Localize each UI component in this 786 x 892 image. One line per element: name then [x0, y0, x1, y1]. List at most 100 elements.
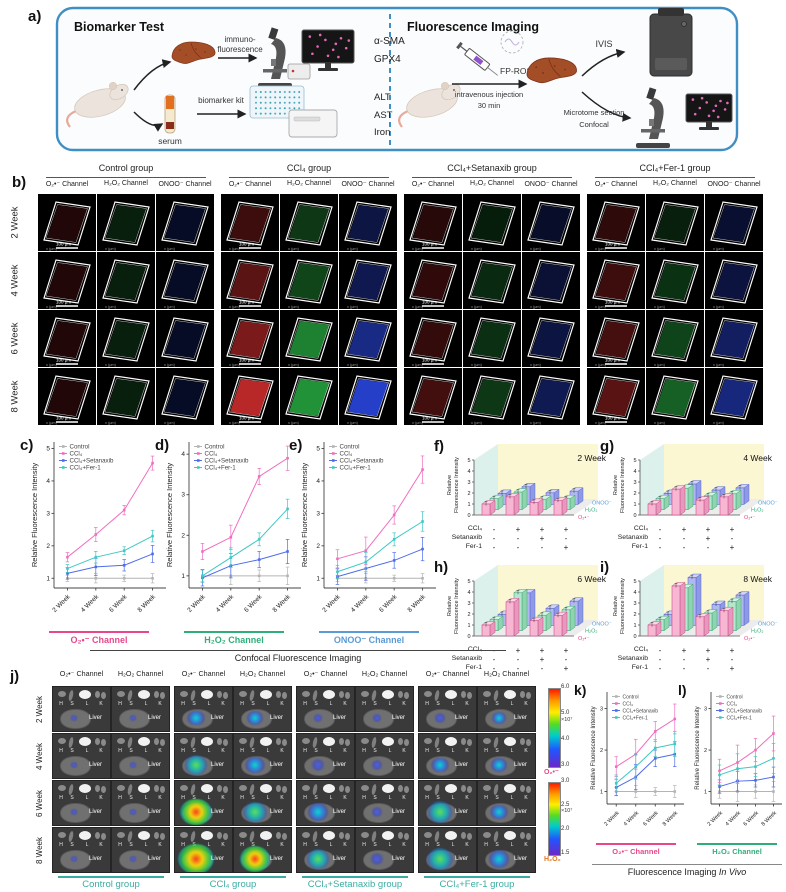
organ-letter: H: [362, 748, 366, 754]
confocal-frame-inner: [594, 204, 637, 243]
organ-letter: L: [85, 701, 89, 707]
y-tick-label: 1: [633, 502, 636, 508]
data-marker: [286, 550, 289, 553]
sign-value: -: [516, 664, 520, 673]
liver-dot: [553, 65, 556, 67]
confocal-frame: [409, 201, 457, 246]
organ-letter: H: [425, 795, 429, 801]
colorbar-exponent: ×10⁷: [561, 717, 573, 723]
organ-letter: K: [465, 701, 469, 707]
scale-bar-label: 100 μm: [605, 358, 620, 363]
week-label-j-2: 6 Week: [28, 780, 50, 826]
confocal-frame: [651, 375, 699, 420]
organ-letter: K: [402, 842, 406, 848]
ivis-image-cell: H S L K Liver: [52, 733, 111, 779]
colorbar-tick: 2.5: [561, 802, 570, 808]
sign-value: +: [705, 534, 711, 543]
x-tick-label: 8 Week: [662, 810, 680, 828]
confocal-signal: [472, 263, 513, 300]
organ-letter: S: [251, 795, 255, 801]
organ-letter: L: [388, 701, 392, 707]
channel-header-j: O₂•⁻ Channel: [59, 669, 104, 678]
organ-letter: H: [240, 842, 244, 848]
scale-bar-label: 100 μm: [422, 300, 437, 305]
confocal-frame-inner: [163, 378, 206, 417]
confocal-frame-inner: [594, 378, 637, 417]
liver-label: Liver: [333, 809, 347, 815]
data-marker: [122, 576, 126, 580]
organ-kidney: [461, 691, 466, 698]
organ-spleen: [248, 736, 256, 749]
scale-bar-label: 100 μm: [56, 416, 71, 421]
liver-label: Liver: [148, 715, 162, 721]
organ-kidney: [339, 832, 344, 839]
organ-letter: L: [451, 842, 455, 848]
organ-lung: [323, 737, 335, 746]
sign-row-label: Fer-1: [465, 543, 482, 550]
ivis-heat-blob: [180, 798, 212, 825]
confocal-frame-inner: [470, 204, 513, 243]
panel-letter-a: a): [28, 8, 42, 25]
confocal-image-cell: x (μm)100 μm: [221, 194, 279, 251]
organ-heart: [180, 691, 188, 697]
depth-axis-label: ONOO⁻: [592, 500, 612, 506]
data-marker: [94, 576, 98, 580]
scale-bar-label: 100 μm: [605, 300, 620, 305]
sign-matrix-i: CCl₄ - + + + Setanaxib - - + - Fer-1- - - +: [610, 646, 786, 674]
confocal-frame: [592, 201, 640, 246]
confocal-frame: [468, 317, 516, 362]
confocal-frame-inner: [104, 378, 147, 417]
data-marker: [122, 549, 126, 552]
legend-marker: [332, 466, 335, 469]
organ-lung: [79, 690, 91, 699]
ivis-image-cell: H S L K Liver: [174, 733, 233, 779]
organ-letter: S: [373, 748, 377, 754]
legend-label: CCl₄: [623, 702, 633, 708]
sign-matrix-f: CCl₄ - + + + Setanaxib - - + - Fer-1- - - +: [444, 525, 620, 553]
fluorescence-dot: [712, 109, 715, 113]
bar-side: [569, 605, 576, 632]
sign-value: +: [729, 543, 735, 552]
sign-row-label: CCl₄: [467, 525, 482, 532]
line-chart-d: 1 2 3 4 2 Week 4 Week 6 Week 8 Week Relative Flu…: [165, 442, 301, 614]
data-marker: [336, 557, 339, 561]
organ-letter: H: [362, 842, 366, 848]
bar-front: [719, 610, 729, 637]
organ-kidney: [154, 832, 159, 839]
sign-matrix-g: CCl₄ - + + + Setanaxib - - + - Fer-1- - - +: [610, 525, 786, 553]
organ-lung: [201, 737, 213, 746]
channel-header-b: H₂O₂ Channel: [104, 180, 148, 187]
data-marker: [94, 565, 98, 569]
data-marker: [673, 790, 677, 793]
fluorescence-dot: [318, 33, 322, 37]
panel-letter-g: g): [600, 438, 615, 455]
organ-letter: S: [436, 748, 440, 754]
data-marker: [229, 536, 233, 539]
sign-row-label: CCl₄: [633, 525, 648, 532]
organ-spleen: [433, 783, 441, 796]
confocal-frame-inner: [529, 378, 572, 417]
microscope-arm-icon: [271, 38, 286, 79]
confocal-label: Confocal: [579, 120, 609, 129]
axis-micron-label: x (μm): [654, 305, 666, 309]
data-marker: [673, 717, 677, 721]
well-dot: [283, 107, 286, 110]
mouse-eye-icon: [453, 89, 455, 91]
confocal-frame: [285, 375, 333, 420]
arrow: [133, 111, 164, 132]
fluorescence-dot: [707, 114, 711, 118]
series-line: [337, 469, 423, 560]
organ-heart: [483, 738, 491, 744]
group-title-b-3: CCl₄+Fer-1 group: [639, 163, 711, 173]
fluorescence-dot: [691, 98, 695, 101]
confocal-frame: [710, 201, 758, 246]
group-underline-j: [180, 876, 286, 878]
channel-underline: [184, 631, 284, 633]
x-tick-label: 2 Week: [603, 810, 621, 828]
y-axis-title: Relative Fluorescence Intensity: [165, 463, 174, 567]
confocal-signal: [531, 321, 572, 358]
y-tick-label: 5: [46, 445, 50, 452]
fluorescence-dot: [331, 48, 335, 52]
channel-header-b: H₂O₂ Channel: [653, 180, 697, 187]
organ-spleen: [248, 689, 256, 702]
